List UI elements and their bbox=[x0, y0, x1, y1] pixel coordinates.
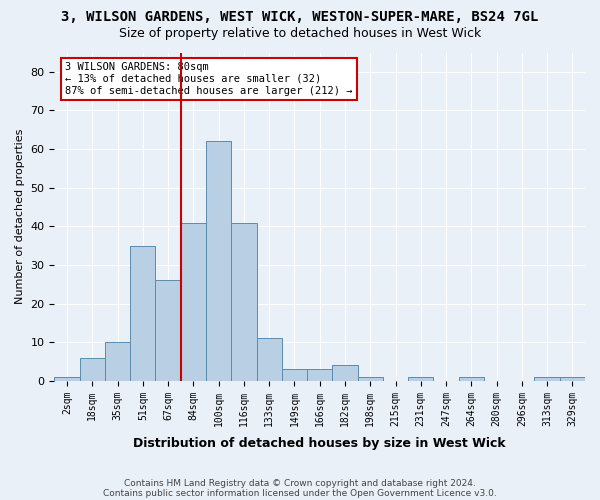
Bar bbox=[105, 342, 130, 381]
Bar bbox=[307, 370, 332, 381]
Text: Size of property relative to detached houses in West Wick: Size of property relative to detached ho… bbox=[119, 28, 481, 40]
Bar bbox=[358, 377, 383, 381]
Bar bbox=[206, 142, 231, 381]
Bar bbox=[80, 358, 105, 381]
X-axis label: Distribution of detached houses by size in West Wick: Distribution of detached houses by size … bbox=[133, 437, 506, 450]
Bar bbox=[332, 366, 358, 381]
Text: 3 WILSON GARDENS: 80sqm
← 13% of detached houses are smaller (32)
87% of semi-de: 3 WILSON GARDENS: 80sqm ← 13% of detache… bbox=[65, 62, 353, 96]
Bar bbox=[257, 338, 282, 381]
Bar bbox=[181, 222, 206, 381]
Bar bbox=[231, 222, 257, 381]
Text: 3, WILSON GARDENS, WEST WICK, WESTON-SUPER-MARE, BS24 7GL: 3, WILSON GARDENS, WEST WICK, WESTON-SUP… bbox=[61, 10, 539, 24]
Bar bbox=[535, 377, 560, 381]
Text: Contains HM Land Registry data © Crown copyright and database right 2024.: Contains HM Land Registry data © Crown c… bbox=[124, 478, 476, 488]
Bar bbox=[155, 280, 181, 381]
Bar bbox=[458, 377, 484, 381]
Bar bbox=[560, 377, 585, 381]
Bar bbox=[282, 370, 307, 381]
Text: Contains public sector information licensed under the Open Government Licence v3: Contains public sector information licen… bbox=[103, 488, 497, 498]
Bar bbox=[55, 377, 80, 381]
Y-axis label: Number of detached properties: Number of detached properties bbox=[15, 129, 25, 304]
Bar bbox=[130, 246, 155, 381]
Bar bbox=[408, 377, 433, 381]
